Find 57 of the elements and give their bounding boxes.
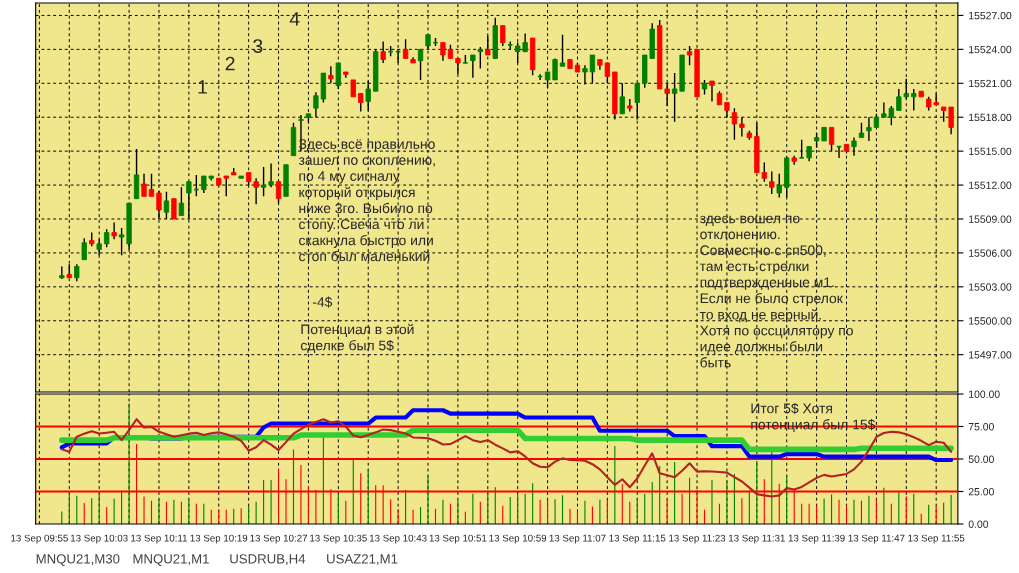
x-tick-label: 13 Sep 11:55 xyxy=(908,534,965,544)
candlestick xyxy=(477,46,483,70)
candlestick xyxy=(178,186,185,217)
annotation: 2 xyxy=(225,56,235,71)
x-tick-label: 13 Sep 11:07 xyxy=(549,534,606,544)
candlestick xyxy=(104,228,110,248)
y-tick-label: 15497.00 xyxy=(969,351,1012,359)
x-tick-label: 13 Sep 10:27 xyxy=(250,534,307,544)
candlestick xyxy=(552,57,558,81)
x-tick-label: 13 Sep 10:59 xyxy=(489,534,547,544)
y-tick-label: 15515.00 xyxy=(969,147,1012,156)
line-series xyxy=(60,418,953,498)
x-tick-label: 13 Sep 10:19 xyxy=(190,534,248,544)
y-tick-label: 15500.00 xyxy=(969,317,1012,325)
x-tick-label: 13 Sep 11:31 xyxy=(729,534,785,544)
candlestick xyxy=(358,92,364,113)
y-tick-label: 100.00 xyxy=(969,390,1000,398)
y-tick-label: 25.00 xyxy=(968,488,994,496)
y-tick-label: 75.00 xyxy=(968,423,994,431)
x-tick-label: 13 Sep 11:39 xyxy=(788,534,845,544)
annotation: 1 xyxy=(198,80,207,94)
y-tick-label: 15503.00 xyxy=(969,283,1012,291)
candlestick xyxy=(470,54,476,79)
text: USDRUB,H4 xyxy=(230,554,306,566)
y-tick-label: 15521.00 xyxy=(969,79,1012,88)
y-tick-label: 15509.00 xyxy=(969,215,1012,223)
x-tick-label: 13 Sep 10:43 xyxy=(369,534,427,544)
x-tick-label: 13 Sep 10:51 xyxy=(429,534,487,544)
text: здесь вошел по отклонению. Совместно с сп500, там есть стрелки подтвержденные м1. Если не было стрелок то вход не верный. Хотя по оссцилятору по идее должны были быть xyxy=(699,215,853,368)
candlestick xyxy=(59,265,65,280)
y-tick-label: 15524.00 xyxy=(969,45,1012,54)
x-tick-label: 13 Sep 11:23 xyxy=(669,534,726,544)
text: MNQU21,M1 xyxy=(133,554,209,566)
candlestick xyxy=(911,88,917,112)
text: MNQU21,M30 xyxy=(36,554,120,566)
y-tick-label: 0.00 xyxy=(968,520,989,528)
y-tick-label: 15527.00 xyxy=(969,11,1012,20)
y-tick-label: 15506.00 xyxy=(969,249,1012,257)
candlestick xyxy=(589,54,596,84)
y-tick-label: 15512.00 xyxy=(969,181,1012,189)
x-tick-label: 13 Sep 10:03 xyxy=(71,534,128,544)
x-tick-label: 13 Sep 11:15 xyxy=(609,534,666,544)
annotation: Потенциал в этой сделке был 5$ xyxy=(300,323,414,353)
annotation: -4$ xyxy=(312,296,333,308)
y-tick-label: 50.00 xyxy=(968,455,994,463)
x-tick-label: 13 Sep 10:35 xyxy=(310,534,367,544)
candlestick xyxy=(141,173,147,198)
candlestick xyxy=(111,221,117,241)
x-tick-label: 13 Sep 10:11 xyxy=(131,534,188,544)
x-tick-label: 13 Sep 11:47 xyxy=(848,534,905,544)
text: USAZ21,M1 xyxy=(327,554,398,566)
annotation: 3 xyxy=(253,39,263,53)
annotation: 4 xyxy=(289,12,300,26)
y-tick-label: 15518.00 xyxy=(969,113,1012,122)
candlestick xyxy=(500,24,506,47)
x-tick-label: 13 Sep 09:55 xyxy=(11,534,68,544)
candlestick xyxy=(739,116,745,138)
